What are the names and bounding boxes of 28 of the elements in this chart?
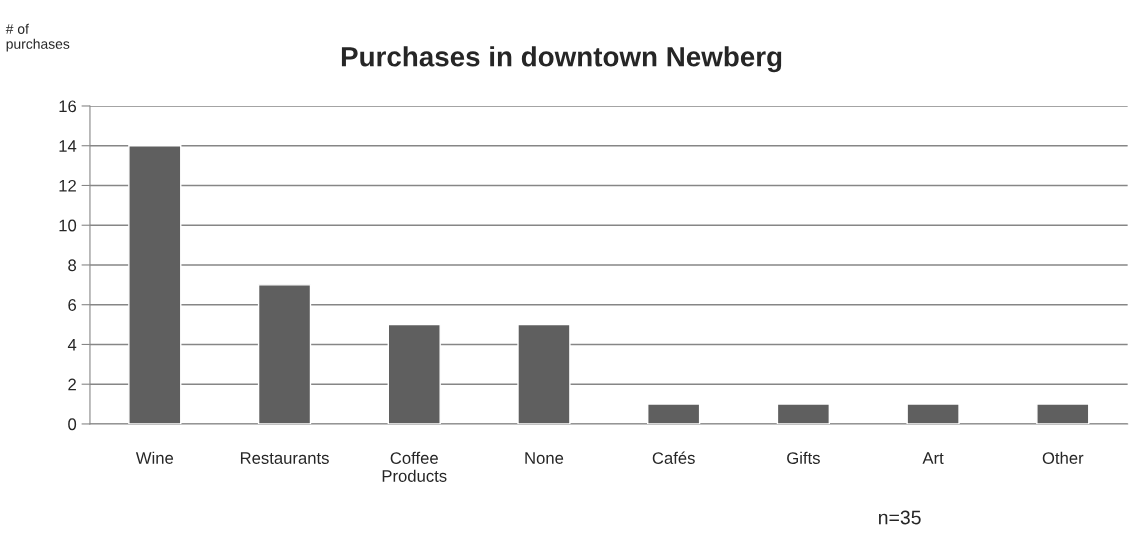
bar	[387, 323, 441, 424]
y-tick-label: 8	[68, 259, 77, 272]
x-tick-label: Art	[922, 452, 944, 464]
bar	[257, 284, 312, 424]
y-tick-label: 4	[67, 339, 77, 351]
x-tick-label: None	[525, 452, 564, 464]
x-tick-label: Wine	[135, 451, 174, 464]
y-tick-label: 10	[59, 219, 77, 232]
y-tick-label: 16	[59, 100, 77, 113]
bar	[1036, 403, 1090, 424]
y-tick-label: 6	[68, 299, 77, 311]
x-tick-label: Restaurants	[240, 452, 329, 464]
y-axis-title: # of purchases	[5, 23, 70, 52]
x-tick-label: Other	[1042, 451, 1084, 464]
bar	[906, 403, 960, 424]
y-tick-label: 0	[68, 418, 77, 431]
bar	[128, 145, 182, 424]
y-tick-label: 2	[68, 378, 76, 391]
bar	[517, 323, 571, 424]
x-tick-label: Cafés	[652, 451, 695, 464]
y-tick-label: 12	[59, 179, 76, 192]
chart-title: Purchases in downtown Newberg	[341, 46, 782, 73]
bar	[647, 403, 701, 424]
x-tick-label: Coffee Products	[382, 451, 447, 482]
y-tick-label: 14	[59, 140, 77, 152]
text: n=35	[879, 510, 921, 525]
x-tick-label: Gifts	[787, 451, 820, 464]
bar	[776, 403, 831, 424]
